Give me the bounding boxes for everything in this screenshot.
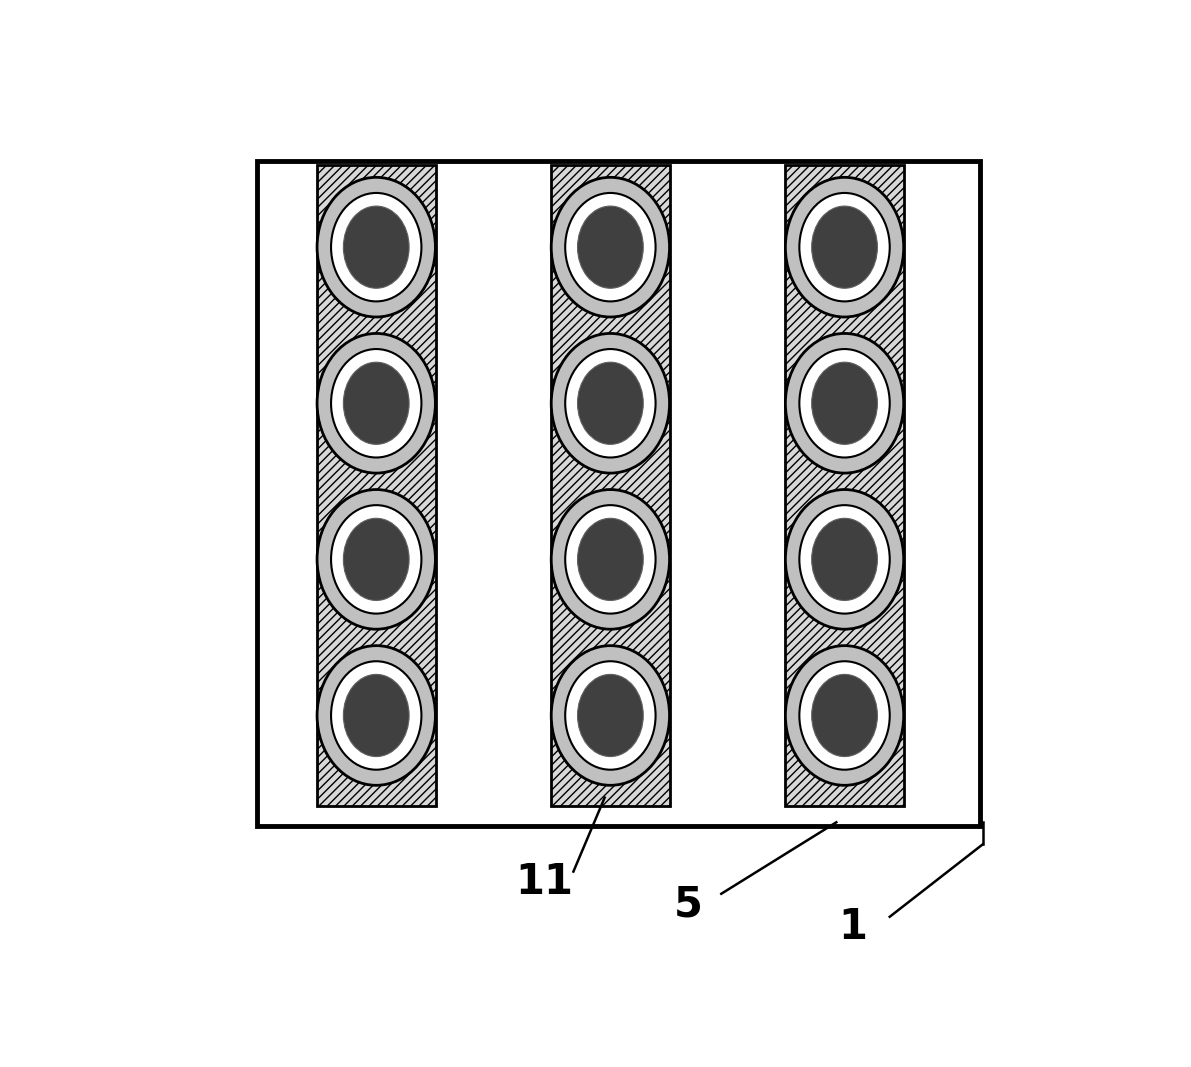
Ellipse shape	[785, 646, 904, 785]
Ellipse shape	[785, 333, 904, 473]
Ellipse shape	[566, 349, 655, 458]
Ellipse shape	[578, 519, 643, 601]
Text: 1: 1	[838, 906, 867, 947]
Ellipse shape	[551, 333, 669, 473]
Bar	[785, 165, 904, 806]
Ellipse shape	[566, 193, 655, 301]
Ellipse shape	[551, 177, 669, 317]
Ellipse shape	[317, 490, 436, 630]
Ellipse shape	[578, 362, 643, 444]
Ellipse shape	[812, 519, 878, 601]
Ellipse shape	[578, 206, 643, 288]
Ellipse shape	[317, 177, 436, 317]
Ellipse shape	[785, 177, 904, 317]
Ellipse shape	[799, 193, 890, 301]
Ellipse shape	[812, 206, 878, 288]
Ellipse shape	[566, 662, 655, 769]
Ellipse shape	[551, 490, 669, 630]
Ellipse shape	[331, 193, 422, 301]
Ellipse shape	[331, 349, 422, 458]
Ellipse shape	[317, 646, 436, 785]
Ellipse shape	[331, 505, 422, 614]
Ellipse shape	[785, 490, 904, 630]
Ellipse shape	[799, 349, 890, 458]
Ellipse shape	[317, 333, 436, 473]
Ellipse shape	[812, 362, 878, 444]
Ellipse shape	[331, 662, 422, 769]
Bar	[257, 161, 980, 826]
Ellipse shape	[343, 362, 409, 444]
Text: 5: 5	[674, 883, 703, 925]
Ellipse shape	[551, 646, 669, 785]
Text: 11: 11	[516, 861, 574, 904]
Ellipse shape	[343, 674, 409, 757]
Ellipse shape	[343, 519, 409, 601]
Ellipse shape	[799, 662, 890, 769]
Ellipse shape	[812, 674, 878, 757]
Ellipse shape	[799, 505, 890, 614]
Ellipse shape	[343, 206, 409, 288]
Bar	[550, 165, 671, 806]
Ellipse shape	[566, 505, 655, 614]
Bar	[317, 165, 436, 806]
Ellipse shape	[578, 674, 643, 757]
